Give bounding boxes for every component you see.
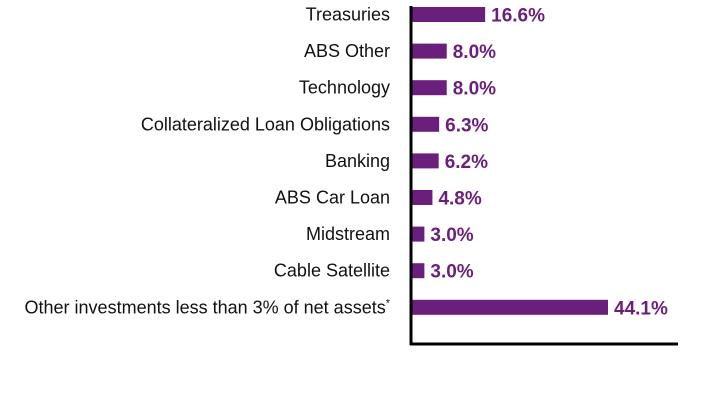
value-label: 4.8% — [438, 189, 481, 210]
bar — [411, 116, 440, 132]
bar — [411, 7, 486, 22]
bar — [411, 153, 439, 169]
bar — [411, 190, 433, 205]
value-label: 8.0% — [453, 42, 496, 63]
value-label: 3.0% — [430, 262, 473, 283]
bar — [411, 43, 447, 59]
bar — [411, 299, 608, 315]
bars-group: Treasuries 16.6% ABS Other 8.0% Technology 8.… — [25, 5, 668, 320]
category-label: ABS Car Loan — [275, 188, 390, 208]
value-label: 6.3% — [445, 115, 488, 136]
value-label: 3.0% — [430, 225, 473, 246]
value-label: 8.0% — [453, 79, 496, 100]
category-label: Banking — [325, 151, 390, 171]
category-label: Collateralized Loan Obligations — [141, 114, 390, 134]
category-label: Midstream — [306, 224, 390, 244]
value-label: 16.6% — [491, 6, 545, 27]
bar — [411, 226, 425, 242]
bar — [411, 263, 425, 279]
category-label: Other investments less than 3% of net as… — [25, 297, 391, 317]
category-label: Technology — [299, 78, 390, 98]
value-label: 6.2% — [445, 152, 488, 173]
category-label: Treasuries — [306, 5, 390, 25]
value-label: 44.1% — [614, 298, 668, 319]
footnote-marker: * — [386, 297, 391, 309]
bar — [411, 80, 447, 96]
category-label: Cable Satellite — [274, 261, 390, 281]
category-label: ABS Other — [304, 41, 390, 61]
